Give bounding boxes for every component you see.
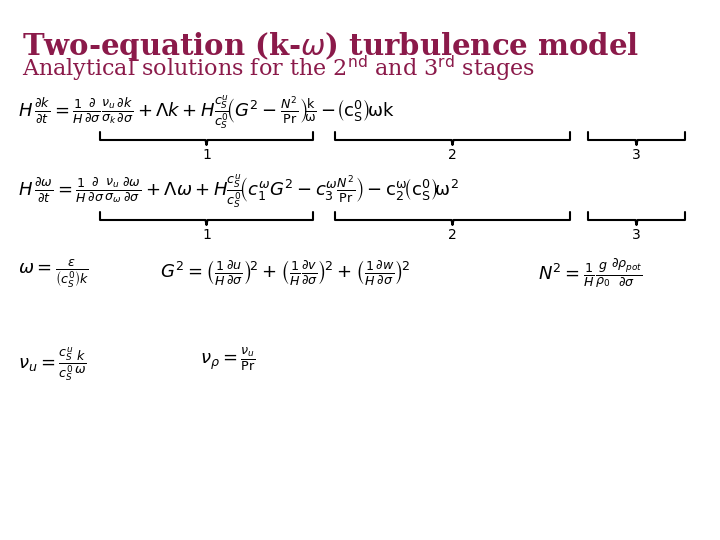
Text: $N^2 = \frac{1}{H}\frac{g}{\rho_0}\frac{\partial\rho_{pot}}{\partial\sigma}$: $N^2 = \frac{1}{H}\frac{g}{\rho_0}\frac{… xyxy=(538,258,642,292)
Text: $G^2 = \left(\frac{1}{H}\frac{\partial u}{\partial\sigma}\right)^{\!2}+ \left(\f: $G^2 = \left(\frac{1}{H}\frac{\partial u… xyxy=(160,258,410,287)
Text: $H\,\frac{\partial\omega}{\partial t} = \frac{1}{H}\frac{\partial}{\partial\sigm: $H\,\frac{\partial\omega}{\partial t} = … xyxy=(18,172,459,210)
Text: $\omega = \frac{\varepsilon}{\left(c_S^0\right)k}$: $\omega = \frac{\varepsilon}{\left(c_S^0… xyxy=(18,258,89,290)
Text: $\nu_\rho = \frac{\nu_u}{\rm Pr}$: $\nu_\rho = \frac{\nu_u}{\rm Pr}$ xyxy=(200,345,256,373)
Text: 1: 1 xyxy=(202,228,211,242)
Text: 2: 2 xyxy=(448,228,457,242)
Text: 3: 3 xyxy=(632,148,641,162)
Text: $\nu_u = \frac{c_S^u}{c_S^0}\frac{k}{\omega}$: $\nu_u = \frac{c_S^u}{c_S^0}\frac{k}{\om… xyxy=(18,345,87,383)
Text: 1: 1 xyxy=(202,148,211,162)
Text: Analytical solutions for the 2$^{\rm nd}$ and 3$^{\rm rd}$ stages: Analytical solutions for the 2$^{\rm nd}… xyxy=(22,54,535,84)
Text: 2: 2 xyxy=(448,148,457,162)
Text: 3: 3 xyxy=(632,228,641,242)
Text: $H\,\frac{\partial k}{\partial t} = \frac{1}{H}\frac{\partial}{\partial\sigma}\f: $H\,\frac{\partial k}{\partial t} = \fra… xyxy=(18,93,395,131)
Text: Two-equation (k-$\omega$) turbulence model: Two-equation (k-$\omega$) turbulence mod… xyxy=(22,30,639,63)
